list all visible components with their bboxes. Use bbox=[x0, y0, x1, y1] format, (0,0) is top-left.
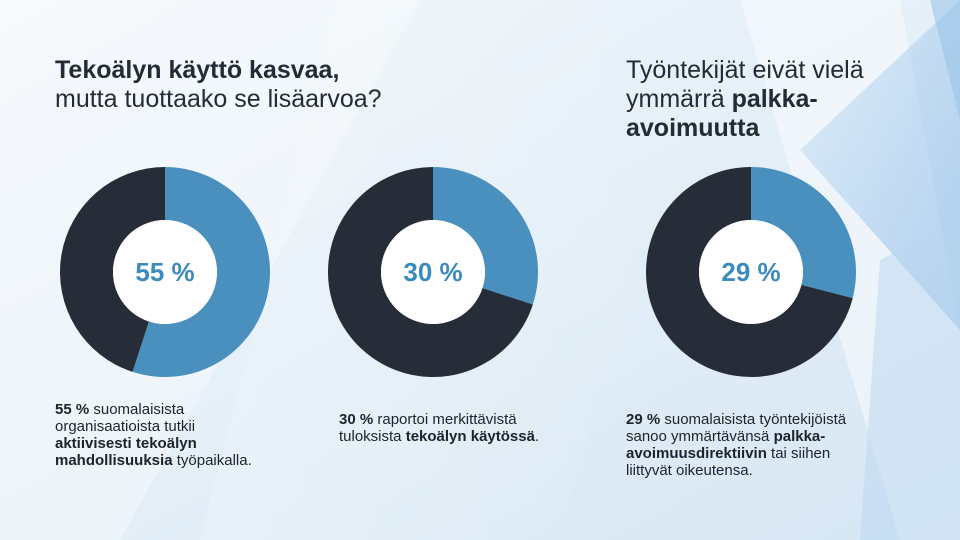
donut-chart-3: 29 % bbox=[645, 166, 857, 378]
donut-3-hole bbox=[699, 220, 803, 324]
description-2: 30 % raportoi merkittävistä tuloksista t… bbox=[339, 411, 559, 445]
donut-chart-3-percent: 29 % bbox=[721, 256, 781, 287]
donut-1-slice-1 bbox=[132, 167, 271, 377]
description-1-tail: työpaikalla. bbox=[172, 452, 252, 469]
description-3-percent: 29 % bbox=[626, 411, 661, 428]
donut-chart-1-percent: 55 % bbox=[135, 256, 195, 287]
donut-2-hole bbox=[381, 220, 485, 324]
description-1: 55 % suomalaisista organisaatioista tutk… bbox=[55, 401, 255, 469]
donut-3-slice-2 bbox=[646, 167, 853, 377]
description-2-percent: 30 % bbox=[339, 411, 374, 428]
donut-2-slice-2 bbox=[328, 167, 533, 377]
title-pay-line2-bold: palkka- bbox=[731, 85, 818, 113]
description-2-text: raportoi merkittävistä tuloksista bbox=[339, 411, 517, 445]
donut-chart-2-percent: 30 % bbox=[403, 256, 463, 287]
title-pay-line3-bold: avoimuutta bbox=[626, 114, 760, 142]
description-2-tail: . bbox=[534, 428, 540, 445]
donut-chart-2: 30 % bbox=[327, 166, 539, 378]
donut-chart-1-svg bbox=[60, 167, 271, 377]
donut-1-slice-2 bbox=[60, 167, 166, 372]
donut-2-slice-1 bbox=[433, 167, 538, 305]
description-3-text: suomalaisista työntekijöistä sanoo ymmär… bbox=[626, 411, 847, 445]
description-3-emphasis: palkka-avoimuusdirektiivin bbox=[626, 428, 826, 462]
description-2-emphasis: tekoälyn käytössä bbox=[405, 428, 535, 445]
title-ai-usage-subtitle: mutta tuottaako se lisäarvoa? bbox=[55, 85, 382, 113]
description-1-emphasis: aktiivisesti tekoälyn mahdollisuuksia bbox=[55, 435, 197, 469]
donut-3-slice-1 bbox=[751, 167, 856, 299]
title-pay-line1: Työntekijät eivät vielä bbox=[626, 56, 864, 84]
donut-1-hole bbox=[113, 220, 217, 324]
description-1-percent: 55 % bbox=[55, 401, 90, 418]
donut-chart-3-svg bbox=[646, 167, 856, 377]
description-3: 29 % suomalaisista työntekijöistä sanoo … bbox=[626, 411, 856, 479]
title-ai-usage: Tekoälyn käyttö kasvaa, mutta tuottaako s… bbox=[55, 56, 382, 114]
title-pay-transparency: Työntekijät eivät vielä ymmärrä palkka-av… bbox=[626, 56, 864, 143]
title-ai-usage-bold: Tekoälyn käyttö kasvaa, bbox=[55, 56, 340, 84]
description-3-tail: tai siihen liittyvät oikeutensa. bbox=[626, 445, 831, 479]
donut-chart-1: 55 % bbox=[59, 166, 271, 378]
donut-chart-2-svg bbox=[328, 167, 538, 377]
description-1-text: suomalaisista organisaatioista tutkii bbox=[55, 401, 196, 435]
title-pay-line2-normal: ymmärrä bbox=[626, 85, 732, 113]
